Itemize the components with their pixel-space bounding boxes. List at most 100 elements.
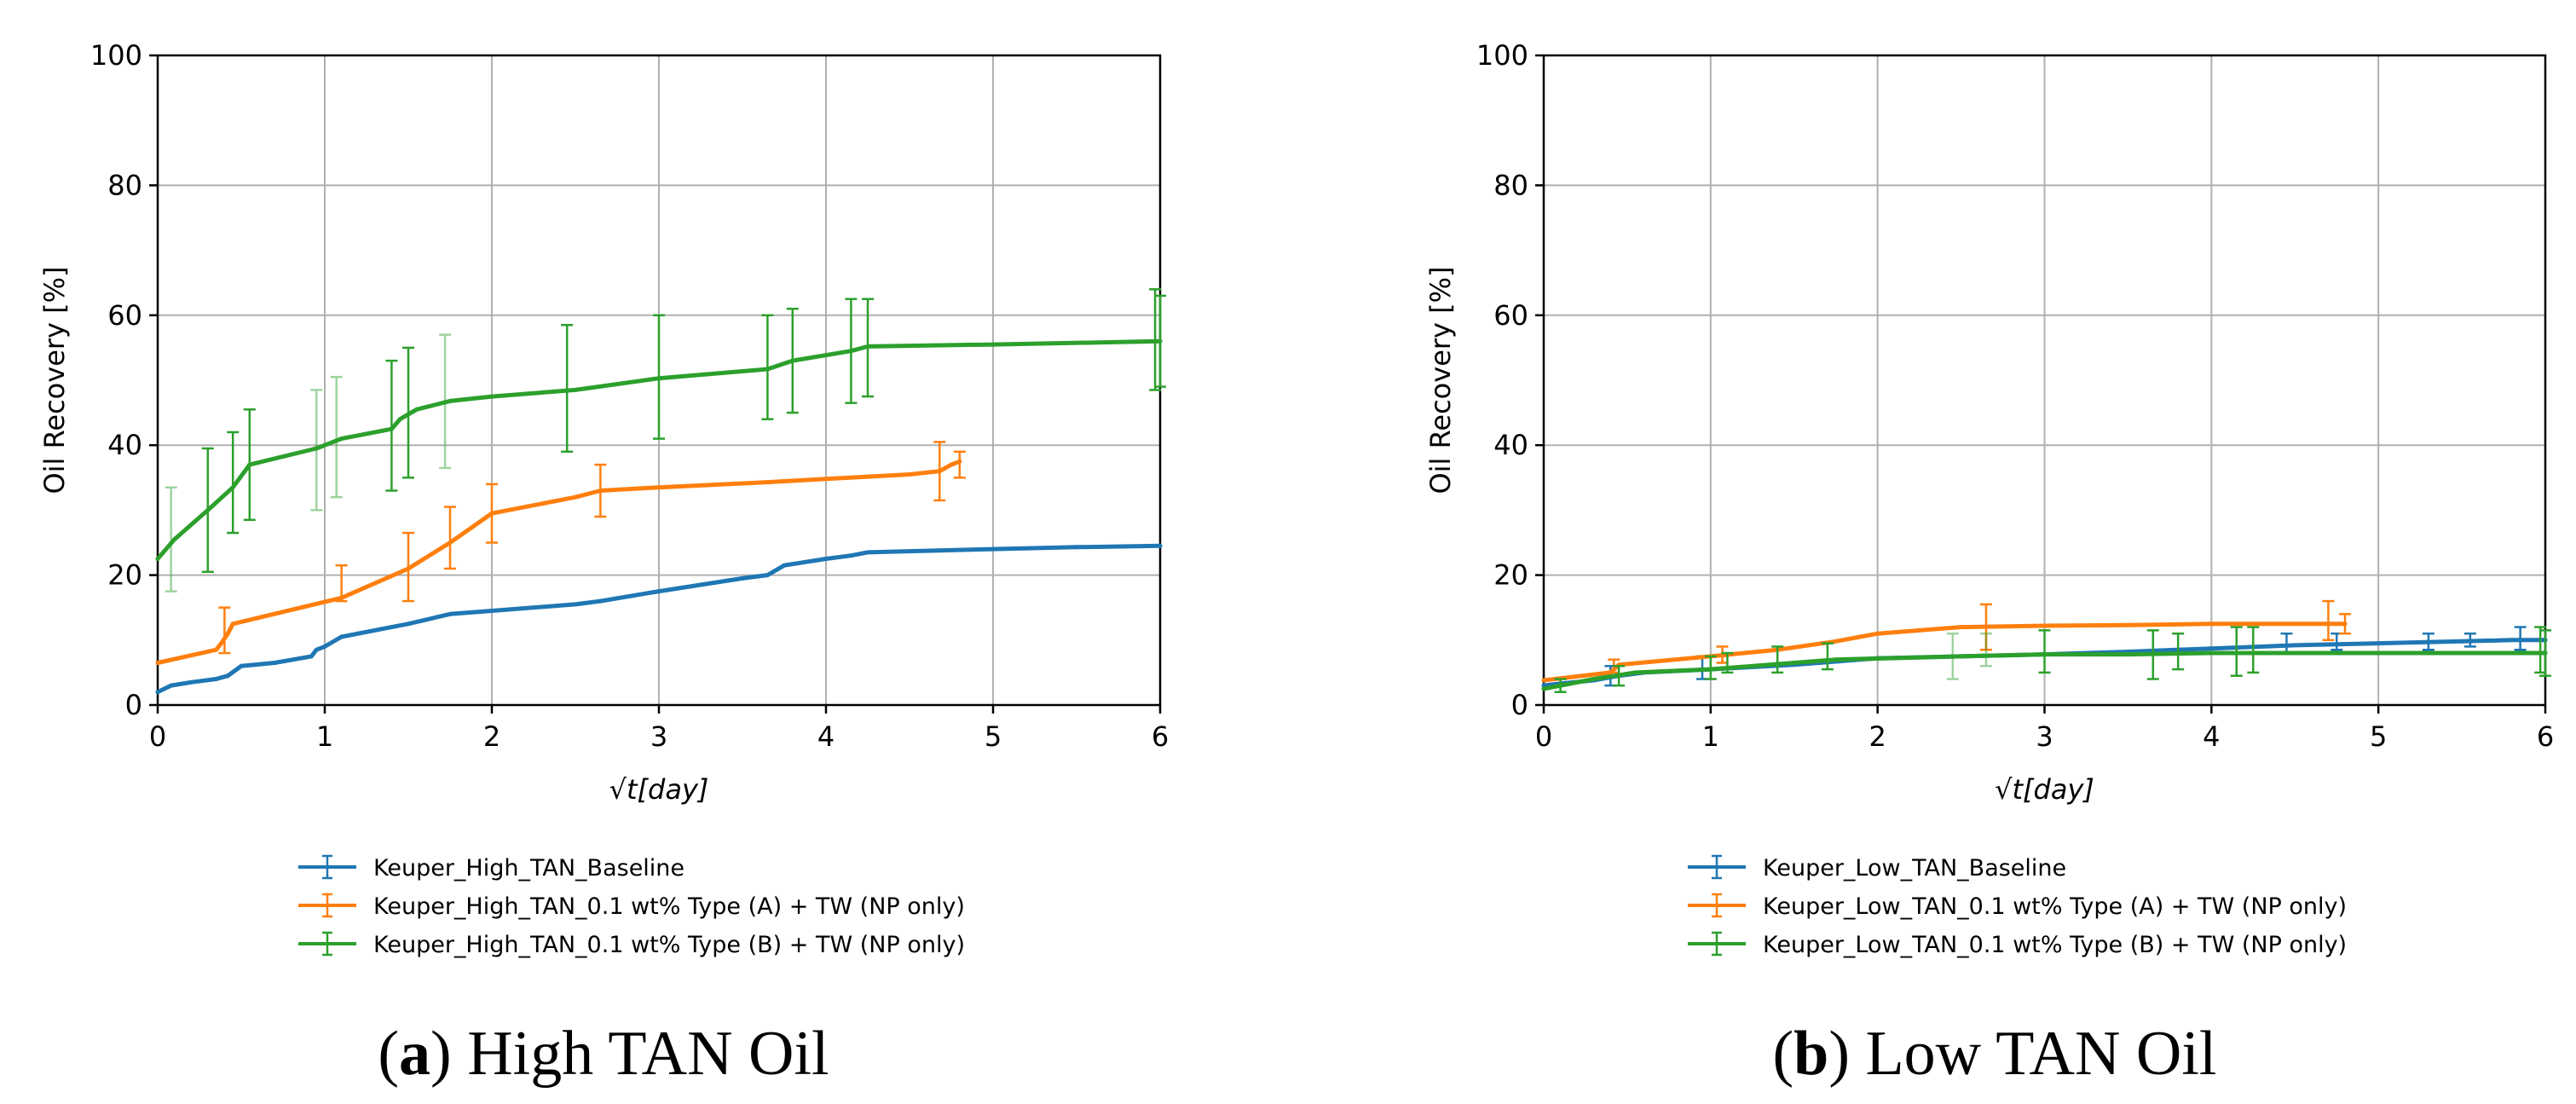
data-point [1074,545,1079,550]
data-point [2459,639,2464,644]
data-point [823,477,829,482]
x-tick-label: 6 [1152,720,1169,753]
data-point [782,563,787,568]
data-point [225,673,230,679]
data-point [937,469,942,474]
error-bar [2247,626,2260,674]
data-point [2510,638,2515,643]
data-point [1959,625,1964,630]
legend-label: Keuper_High_TAN_0.1 wt% Type (A) + TW (N… [373,893,965,920]
caption-paren-open: ( [378,1019,399,1089]
error-bar [227,431,240,535]
data-point [272,660,277,665]
data-point [239,663,244,668]
data-point [991,342,996,347]
legend-item: Keuper_High_TAN_0.1 wt% Type (B) + TW (N… [298,931,965,958]
y-tick-label: 0 [125,689,142,721]
y-tick-label: 40 [1493,429,1528,461]
data-point [448,398,453,403]
data-point [406,621,411,627]
data-point [2292,650,2297,656]
legend-label: Keuper_Low_TAN_0.1 wt% Type (B) + TW (NP… [1763,932,2347,958]
series-group [1541,626,2551,694]
data-point [2209,646,2214,651]
y-tick-label: 60 [107,299,142,332]
error-bar [218,606,231,655]
caption-title: Low TAN Oil [1865,1019,2216,1089]
error-bar [2038,629,2051,674]
error-bar [335,564,348,603]
data-point [155,660,160,665]
data-point [1633,670,1638,675]
data-point [205,507,211,512]
data-point [188,679,193,685]
data-point [1158,543,1163,548]
error-bar [2331,632,2343,651]
y-axis-label: Oil Recovery [%] [1424,266,1457,494]
data-point [598,598,603,604]
series-group [155,288,1166,592]
data-point [573,387,578,392]
data-point [2209,650,2214,656]
data-point [598,488,603,494]
data-point [339,595,344,600]
data-point [656,589,661,594]
data-point [448,540,453,545]
data-point [218,641,223,646]
data-point [573,602,578,607]
y-tick-label: 20 [107,559,142,592]
x-axis-label: √t[day] [609,773,709,806]
data-point [2209,621,2214,627]
error-bar [1979,632,1992,668]
data-point [230,621,235,627]
data-point [247,462,252,467]
data-point [765,367,770,372]
data-point [1541,678,1546,683]
legend-label: Keuper_Low_TAN_0.1 wt% Type (A) + TW (NP… [1763,893,2347,920]
series-group [155,543,1163,695]
data-point [322,644,327,649]
data-point [957,459,962,464]
error-bar [1771,645,1784,674]
y-tick-label: 100 [1476,39,1528,72]
error-bar [330,375,343,499]
x-axis-label: √t[day] [1995,773,2094,806]
data-point [1959,654,1964,659]
data-point [489,511,494,516]
data-point [573,494,578,500]
data-point [865,550,870,555]
caption-letter: a [399,1019,430,1089]
x-tick-label: 2 [483,720,500,753]
series-group [1541,599,2351,683]
data-point [2376,641,2381,646]
data-point [2292,643,2297,648]
data-point [314,647,319,652]
data-point [1591,677,1597,682]
x-tick-label: 6 [2537,720,2554,753]
x-tick-label: 5 [2370,720,2387,753]
y-tick-label: 40 [107,429,142,461]
data-point [2342,621,2348,627]
error-bar [561,323,574,454]
x-tick-label: 4 [817,720,835,753]
legend: Keuper_Low_TAN_Baseline Keuper_Low_TAN_0.… [1688,854,2347,958]
x-tick-label: 1 [1702,720,1719,753]
data-point [214,647,219,652]
data-point [740,575,745,581]
data-point [765,573,770,578]
y-tick-label: 20 [1493,559,1528,592]
data-point [2543,650,2548,656]
x-tick-label: 5 [985,720,1002,753]
data-point [309,654,314,659]
error-bar [2172,632,2185,671]
data-point [1608,670,1613,675]
legend-label: Keuper_Low_TAN_Baseline [1763,855,2066,881]
error-bar [1821,642,1834,671]
error-bar [385,359,398,492]
data-point [1792,660,1797,665]
legend-item: Keuper_Low_TAN_Baseline [1688,854,2066,881]
caption-paren-close: ) [1828,1019,1865,1089]
data-point [2376,650,2381,656]
data-point [155,557,160,562]
